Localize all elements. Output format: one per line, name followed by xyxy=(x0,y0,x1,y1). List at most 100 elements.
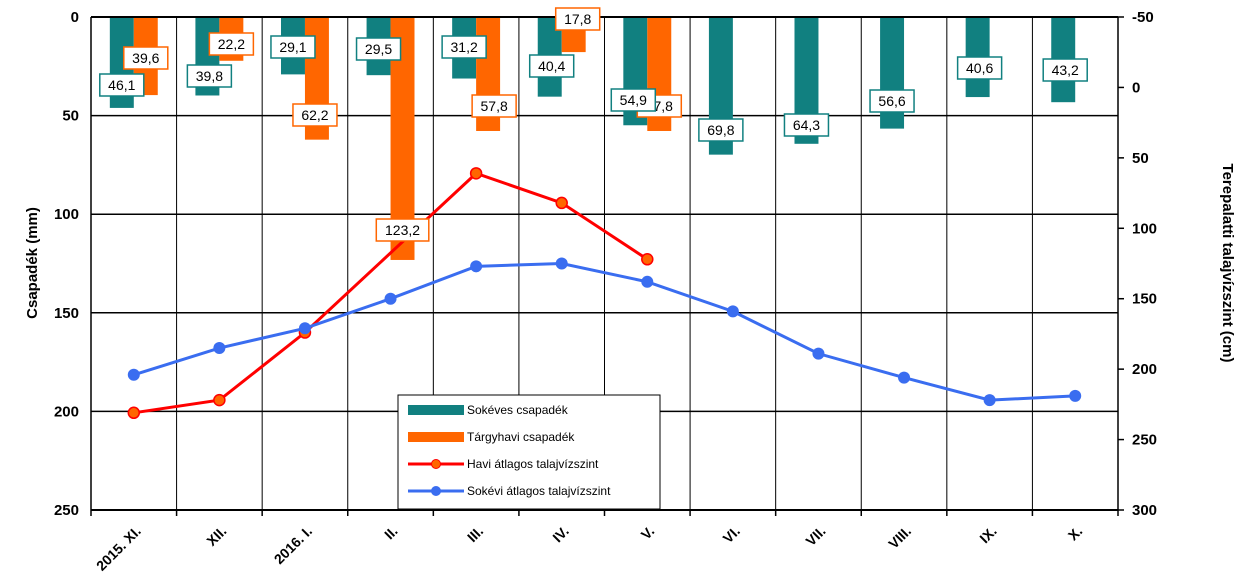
point-sokevi-6 xyxy=(641,275,654,288)
legend-marker-sokevi xyxy=(431,486,441,496)
legend-label-havi: Havi átlagos talajvízszint xyxy=(467,457,599,471)
label-sokeves-4-text: 31,2 xyxy=(451,39,478,55)
y2-tick-0: -50 xyxy=(1132,9,1154,26)
tick-labels: 050100150200250-500501001502002503002015… xyxy=(54,9,1157,574)
label-sokeves-4: 31,2 xyxy=(441,35,487,59)
label-targyhavi-3: 123,2 xyxy=(375,218,430,242)
legend-label-targyhavi: Tárgyhavi csapadék xyxy=(467,430,575,444)
y2-tick-4: 150 xyxy=(1132,291,1157,308)
point-sokevi-9 xyxy=(898,371,911,384)
y2-tick-2: 50 xyxy=(1132,150,1149,167)
label-sokeves-7-text: 69,8 xyxy=(707,122,734,138)
point-sokevi-2 xyxy=(298,322,311,335)
label-targyhavi-5-box xyxy=(554,7,601,31)
y2-tick-3: 100 xyxy=(1132,220,1157,237)
label-sokeves-6-text: 54,9 xyxy=(620,92,647,108)
label-sokeves-9: 56,6 xyxy=(869,89,915,113)
y2-tick-5: 200 xyxy=(1132,361,1157,378)
point-havi-0 xyxy=(127,406,141,420)
label-sokeves-10: 40,6 xyxy=(956,56,1003,80)
point-sokevi-0 xyxy=(127,368,140,381)
point-sokevi-4 xyxy=(470,260,483,273)
legend-label-sokeves: Sokéves csapadék xyxy=(467,403,569,417)
label-sokeves-7: 69,8 xyxy=(698,118,744,142)
point-sokevi-11 xyxy=(1069,389,1082,402)
label-sokeves-8-box xyxy=(783,113,830,137)
point-sokevi-8 xyxy=(812,347,825,360)
label-sokeves-6: 54,9 xyxy=(610,88,657,112)
label-targyhavi-1: 22,2 xyxy=(208,32,255,56)
label-targyhavi-0: 39,6 xyxy=(123,46,169,70)
label-sokeves-3-text: 29,5 xyxy=(365,41,392,57)
label-targyhavi-2: 62,2 xyxy=(292,103,338,127)
y-axis-title: Csapadék (mm) xyxy=(24,207,41,319)
label-sokeves-10-text: 40,6 xyxy=(966,60,993,76)
point-sokevi-7 xyxy=(726,305,739,318)
label-sokeves-5: 40,4 xyxy=(528,54,575,78)
label-targyhavi-0-box xyxy=(123,46,169,70)
lines xyxy=(127,167,1082,420)
label-sokeves-10-box xyxy=(956,56,1003,80)
bar-targyhavi-3 xyxy=(390,17,415,260)
label-sokeves-8-text: 64,3 xyxy=(793,117,820,133)
label-targyhavi-4: 57,8 xyxy=(471,94,517,118)
label-targyhavi-5: 17,8 xyxy=(554,7,601,31)
legend-label-sokevi: Sokévi átlagos talajvízszint xyxy=(467,484,611,498)
bar-sokeves-8 xyxy=(794,17,819,144)
label-targyhavi-5-text: 17,8 xyxy=(564,11,591,27)
point-sokevi-3 xyxy=(384,292,397,305)
label-targyhavi-2-text: 62,2 xyxy=(301,107,328,123)
line-sokevi xyxy=(133,261,1076,402)
label-sokeves-8: 64,3 xyxy=(783,113,830,137)
label-sokeves-9-text: 56,6 xyxy=(878,93,905,109)
y-tick-0: 0 xyxy=(71,9,79,26)
label-sokeves-0-text: 46,1 xyxy=(108,77,135,93)
label-sokeves-1-text: 39,8 xyxy=(196,68,223,84)
legend-swatch-targyhavi xyxy=(408,432,464,442)
point-havi-4 xyxy=(469,167,483,180)
label-sokeves-1-box xyxy=(186,64,233,88)
y2-tick-7: 300 xyxy=(1132,502,1157,519)
label-targyhavi-1-box xyxy=(208,32,255,56)
line-havi xyxy=(133,171,649,415)
label-targyhavi-0-text: 39,6 xyxy=(132,50,159,66)
label-sokeves-11: 43,2 xyxy=(1042,58,1088,82)
label-sokeves-5-text: 40,4 xyxy=(538,58,565,74)
label-sokeves-6-box xyxy=(610,88,657,112)
label-targyhavi-3-text: 123,2 xyxy=(385,222,420,238)
legend-swatch-sokeves xyxy=(408,405,464,415)
label-sokeves-1: 39,8 xyxy=(186,64,233,88)
label-targyhavi-3-box xyxy=(375,218,430,242)
label-sokeves-11-box xyxy=(1042,58,1088,82)
label-sokeves-3-box xyxy=(355,37,402,61)
point-sokevi-1 xyxy=(213,342,226,355)
y-tick-3: 150 xyxy=(54,305,79,322)
axes xyxy=(90,16,1124,516)
y-tick-2: 100 xyxy=(54,206,79,223)
label-sokeves-2-text: 29,1 xyxy=(279,39,306,55)
y2-axis-title: Terepalatti talajvízszint (cm) xyxy=(1219,164,1236,363)
label-sokeves-5-box xyxy=(528,54,575,78)
y-tick-4: 200 xyxy=(54,403,79,420)
data-labels: 39,622,262,2123,257,817,857,846,139,829,… xyxy=(99,7,1088,242)
point-sokevi-10 xyxy=(983,394,996,407)
label-sokeves-3: 29,5 xyxy=(355,37,402,61)
y2-tick-6: 250 xyxy=(1132,432,1157,449)
point-havi-5 xyxy=(555,196,568,210)
y-tick-1: 50 xyxy=(62,108,79,125)
label-targyhavi-4-text: 57,8 xyxy=(481,98,508,114)
label-targyhavi-1-text: 22,2 xyxy=(218,36,245,52)
label-sokeves-0-box xyxy=(99,73,145,97)
y2-tick-1: 0 xyxy=(1132,79,1140,96)
label-targyhavi-4-box xyxy=(471,94,517,118)
y-tick-5: 250 xyxy=(54,502,79,519)
label-sokeves-0: 46,1 xyxy=(99,73,145,97)
legend-marker-havi xyxy=(431,459,441,469)
legend: Sokéves csapadék Tárgyhavi csapadék Havi á… xyxy=(397,394,661,510)
label-sokeves-2-box xyxy=(270,35,316,59)
label-sokeves-11-text: 43,2 xyxy=(1052,62,1079,78)
point-havi-1 xyxy=(213,393,226,407)
label-sokeves-4-box xyxy=(441,35,487,59)
label-sokeves-7-box xyxy=(698,118,744,142)
